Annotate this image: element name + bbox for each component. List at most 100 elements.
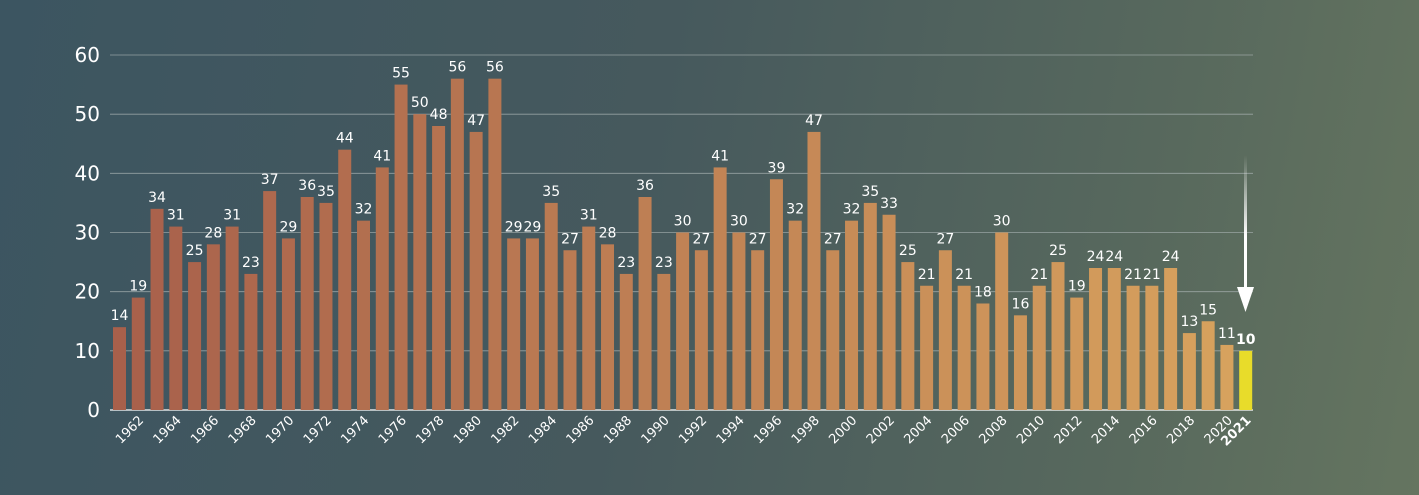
data-label-1979: 56: [448, 60, 466, 76]
bar-1999: [826, 250, 840, 410]
bar-1978: [432, 126, 446, 410]
data-label-1991: 30: [674, 214, 692, 230]
data-label-1965: 25: [186, 243, 204, 259]
data-label-2015: 21: [1124, 267, 1142, 283]
x-tick-label: 1992: [676, 413, 710, 447]
bar-1961: [113, 327, 126, 410]
bar-1967: [225, 226, 239, 410]
bar-2000: [845, 220, 859, 410]
data-label-2021: 10: [1236, 332, 1256, 348]
data-label-1986: 31: [580, 208, 598, 224]
data-label-2014: 24: [1105, 249, 1123, 265]
bar-2020: [1220, 344, 1234, 410]
bar-2017: [1164, 268, 1178, 410]
x-tick-label: 2000: [826, 413, 860, 447]
data-label-1998: 47: [805, 113, 823, 129]
data-label-2004: 21: [918, 267, 936, 283]
bar-1976: [394, 84, 408, 410]
bar-1971: [300, 197, 314, 410]
data-label-1996: 39: [768, 160, 786, 176]
x-tick-label: 1996: [751, 413, 785, 447]
data-label-1994: 30: [730, 214, 748, 230]
x-tick-label: 2016: [1127, 413, 1161, 447]
x-tick-label: 1962: [113, 413, 147, 447]
data-label-2001: 35: [861, 184, 879, 200]
data-label-2008: 30: [993, 214, 1011, 230]
data-label-2019: 15: [1199, 302, 1217, 318]
data-label-1977: 50: [411, 95, 429, 111]
bar-2012: [1070, 297, 1084, 410]
bar-2001: [863, 202, 877, 410]
bar-1979: [450, 78, 464, 411]
x-tick-label: 1982: [488, 413, 522, 447]
bar-2004: [920, 285, 934, 410]
bar-1970: [281, 238, 295, 410]
x-tick-label: 2014: [1089, 413, 1123, 447]
bar-2003: [901, 262, 915, 410]
data-label-1962: 19: [129, 279, 147, 295]
bar-1972: [319, 202, 333, 410]
data-label-1973: 44: [336, 131, 354, 147]
data-label-1966: 28: [204, 225, 222, 241]
x-tick-label: 1990: [639, 413, 673, 447]
x-tick-label: 1988: [601, 413, 635, 447]
data-label-2013: 24: [1087, 249, 1105, 265]
down-arrow-icon: [1237, 155, 1254, 312]
x-tick-label: 2010: [1014, 413, 1048, 447]
bar-2011: [1051, 262, 1065, 410]
bar-2014: [1107, 268, 1121, 410]
bar-1977: [413, 114, 427, 411]
x-tick-label: 1978: [413, 413, 447, 447]
bar-2010: [1032, 285, 1046, 410]
bar-1993: [713, 167, 727, 410]
data-label-1992: 27: [692, 231, 710, 247]
data-label-2007: 18: [974, 285, 992, 301]
bar-1983: [525, 238, 539, 410]
bar-1988: [619, 273, 633, 410]
bar-1991: [676, 232, 690, 410]
bar-1966: [206, 244, 220, 410]
y-tick-label: 40: [75, 161, 100, 185]
x-tick-label: 1976: [376, 413, 410, 447]
data-label-1982: 29: [505, 219, 523, 235]
data-label-1967: 31: [223, 208, 241, 224]
bar-2005: [938, 250, 952, 410]
data-label-1978: 48: [430, 107, 448, 123]
data-label-2009: 16: [1012, 296, 1030, 312]
bar-1996: [769, 179, 783, 410]
bar-1998: [807, 131, 821, 410]
bar-2015: [1126, 285, 1140, 410]
bar-1994: [732, 232, 746, 410]
data-label-2010: 21: [1030, 267, 1048, 283]
data-label-1963: 34: [148, 190, 166, 206]
bar-1973: [338, 149, 352, 410]
data-label-2002: 33: [880, 196, 898, 212]
x-tick-label: 1984: [526, 413, 560, 447]
data-label-1997: 32: [786, 202, 804, 218]
y-tick-label: 10: [75, 339, 100, 363]
bar-1989: [638, 197, 652, 410]
x-tick-label: 1980: [451, 413, 485, 447]
x-tick-label: 1968: [226, 413, 260, 447]
y-tick-label: 0: [87, 398, 100, 422]
x-tick-label: 1986: [564, 413, 598, 447]
x-tick-label: 1994: [714, 413, 748, 447]
data-label-1983: 29: [524, 219, 542, 235]
bar-1980: [469, 131, 483, 410]
bar-1990: [657, 273, 671, 410]
data-label-1964: 31: [167, 208, 185, 224]
bar-1962: [131, 297, 145, 410]
x-tick-label: 1972: [301, 413, 335, 447]
bar-2009: [1013, 315, 1027, 410]
data-label-1980: 47: [467, 113, 485, 129]
x-tick-label: 1970: [263, 413, 297, 447]
bar-1985: [563, 250, 577, 410]
data-label-1969: 37: [261, 172, 279, 188]
data-label-2003: 25: [899, 243, 917, 259]
data-label-2016: 21: [1143, 267, 1161, 283]
x-tick-label: 1964: [151, 413, 185, 447]
data-label-1981: 56: [486, 60, 504, 76]
bar-1984: [544, 202, 558, 410]
data-label-1989: 36: [636, 178, 654, 194]
